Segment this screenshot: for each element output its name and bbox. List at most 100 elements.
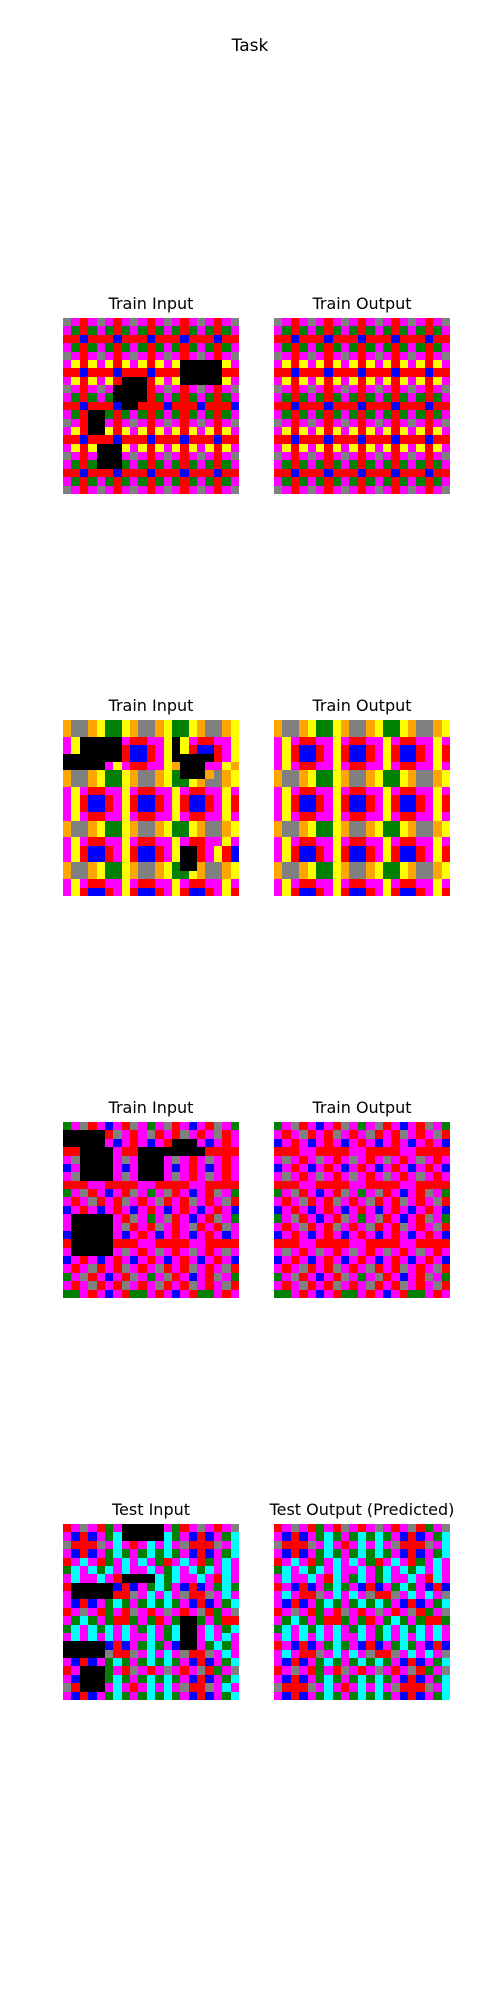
grid-cell <box>205 1540 214 1550</box>
grid-cell <box>121 770 131 779</box>
grid-cell <box>171 318 181 327</box>
grid-cell <box>374 837 383 846</box>
grid-cell <box>391 1155 400 1164</box>
grid-cell <box>130 1591 139 1600</box>
grid-cell <box>299 795 308 804</box>
grid-cell <box>374 1641 383 1650</box>
grid-cell <box>197 812 206 821</box>
grid-cell <box>205 426 214 436</box>
grid-cell <box>230 1549 239 1558</box>
grid-cell <box>197 460 206 469</box>
grid-cell <box>130 435 139 444</box>
grid-cell <box>197 837 206 846</box>
grid-cell <box>96 1247 105 1257</box>
grid-cell <box>222 1239 231 1248</box>
grid-cell <box>146 359 156 369</box>
grid-cell <box>163 812 172 821</box>
grid-cell <box>433 1247 442 1257</box>
grid-cell <box>197 1214 206 1223</box>
grid-cell <box>130 1272 139 1282</box>
grid-cell <box>79 770 89 779</box>
grid-cell <box>130 1230 139 1240</box>
grid-cell <box>155 1197 164 1206</box>
grid-cell <box>441 385 450 394</box>
grid-cell <box>222 368 231 377</box>
grid-cell <box>163 426 172 436</box>
grid-cell <box>307 1549 316 1558</box>
grid-cell <box>146 385 156 394</box>
grid-cell <box>424 736 434 746</box>
grid-cell <box>180 1658 189 1667</box>
grid-cell <box>121 1683 131 1692</box>
grid-cell <box>71 477 80 486</box>
grid-cell <box>230 1247 239 1257</box>
grid-cell <box>155 1289 164 1298</box>
grid-cell <box>424 795 434 804</box>
grid-cell <box>146 368 156 377</box>
grid-cell <box>113 1138 122 1148</box>
grid-cell <box>349 828 358 838</box>
grid-cell <box>424 1180 434 1190</box>
grid-cell <box>274 1205 283 1215</box>
grid-cell <box>213 753 223 762</box>
grid-cell <box>230 1683 239 1692</box>
grid-cell <box>180 1524 189 1533</box>
grid-cell <box>324 368 333 377</box>
grid-cell <box>63 1272 72 1282</box>
grid-cell <box>230 870 239 880</box>
grid-cell <box>307 1540 316 1550</box>
grid-cell <box>138 443 147 453</box>
grid-cell <box>382 1524 392 1533</box>
grid-cell <box>274 745 283 754</box>
grid-cell <box>213 1549 223 1558</box>
grid-cell <box>121 1272 131 1282</box>
grid-cell <box>63 426 72 436</box>
grid-cell <box>113 728 122 737</box>
grid-cell <box>307 1624 316 1633</box>
grid-cell <box>441 443 450 453</box>
grid-cell <box>341 1641 350 1650</box>
grid-cell <box>441 1616 450 1625</box>
grid-cell <box>113 1172 122 1181</box>
grid-cell <box>374 401 383 411</box>
grid-cell <box>357 820 367 829</box>
grid-cell <box>113 1180 122 1190</box>
grid-cell <box>441 795 450 804</box>
grid-cell <box>188 1616 198 1625</box>
grid-cell <box>163 1591 172 1600</box>
grid-cell <box>88 803 97 813</box>
grid-cell <box>366 1281 375 1290</box>
grid-cell <box>282 418 291 427</box>
grid-cell <box>391 468 400 478</box>
grid-cell <box>282 795 291 804</box>
grid-cell <box>290 1256 300 1265</box>
grid-cell <box>63 845 72 855</box>
grid-cell <box>205 770 214 779</box>
grid-cell <box>399 1222 409 1231</box>
grid-cell <box>399 1264 409 1273</box>
grid-cell <box>71 393 80 402</box>
grid-cell <box>374 1147 383 1156</box>
grid-cell <box>71 1565 80 1575</box>
grid-cell <box>138 1247 147 1257</box>
grid-cell <box>96 1540 105 1550</box>
grid-cell <box>130 837 139 846</box>
grid-cell <box>104 736 114 746</box>
grid-cell <box>171 795 181 804</box>
grid-cell <box>146 1641 156 1650</box>
grid-cell <box>382 1565 392 1575</box>
grid-cell <box>274 1565 283 1575</box>
grid-cell <box>63 385 72 394</box>
grid-cell <box>88 1289 97 1298</box>
grid-cell <box>104 879 114 888</box>
grid-cell <box>121 1197 131 1206</box>
grid-cell <box>79 460 89 469</box>
grid-cell <box>416 728 425 737</box>
grid-cell <box>113 1147 122 1156</box>
grid-cell <box>299 334 308 344</box>
grid-cell <box>357 761 367 771</box>
grid-cell <box>324 778 333 788</box>
grid-cell <box>130 376 139 386</box>
grid-cell <box>113 887 122 896</box>
grid-cell <box>324 385 333 394</box>
